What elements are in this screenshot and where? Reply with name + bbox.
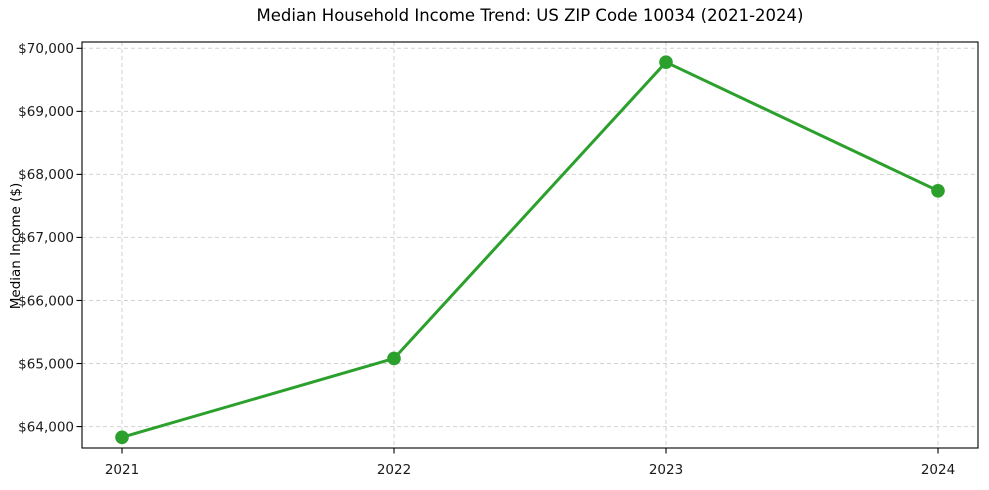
y-tick-label: $70,000 [18, 41, 74, 57]
x-tick-label: 2021 [105, 462, 139, 478]
data-point-marker [115, 430, 129, 445]
trend-line [120, 60, 940, 439]
x-tick-label: 2022 [377, 462, 411, 478]
x-tick-label: 2024 [921, 462, 955, 478]
data-point-marker [659, 55, 673, 69]
chart-title: Median Household Income Trend: US ZIP Co… [256, 6, 804, 25]
plot-border [81, 41, 979, 449]
y-tick-label: $65,000 [18, 356, 74, 372]
y-tick-label: $67,000 [18, 230, 74, 246]
data-point-marker [931, 183, 945, 198]
y-tick-label: $64,000 [18, 419, 74, 435]
y-tick-label: $66,000 [18, 293, 74, 309]
x-tick-label: 2023 [649, 462, 683, 478]
y-tick-label: $68,000 [18, 167, 74, 183]
y-tick-label: $69,000 [18, 104, 74, 120]
data-point-marker [387, 351, 401, 366]
